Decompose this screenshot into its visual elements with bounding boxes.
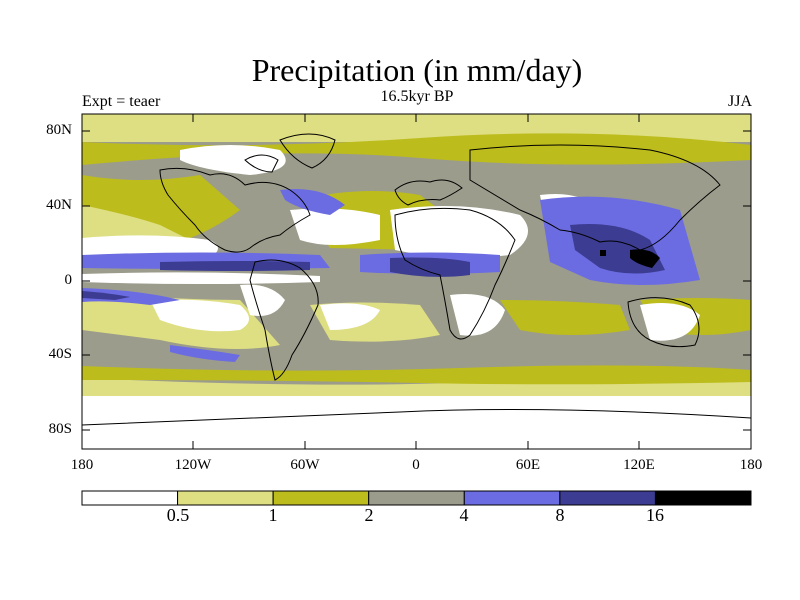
experiment-label: Expt = teaer — [82, 93, 161, 110]
colorbar-box-1 — [177, 490, 274, 506]
lon-label-0: 0 — [412, 457, 420, 473]
colorbar-box-5 — [559, 490, 656, 506]
dry-sepac — [150, 299, 249, 332]
spcz-blue — [82, 288, 180, 305]
lon-label-60w: 60W — [290, 457, 320, 473]
itcz-pacific-core — [160, 261, 310, 271]
dry-natl — [290, 208, 380, 245]
precip-field — [82, 114, 751, 449]
colorbar-label-8: 8 — [555, 505, 565, 525]
colorbar-label-0-5: 0.5 — [166, 505, 190, 525]
lat-ticks — [82, 130, 751, 431]
colorbar-box-2 — [272, 490, 370, 506]
storm-track-sp-blue — [170, 345, 240, 362]
dry-australia — [640, 302, 700, 341]
coast-africa — [394, 207, 516, 340]
colorbar-box-0 — [81, 490, 179, 506]
colorbar — [81, 490, 752, 506]
coast-south-america — [249, 259, 319, 381]
colorbar-label-2: 2 — [364, 505, 374, 525]
map-subtitle: 16.5kyr BP — [380, 88, 454, 105]
coast-antarctica — [82, 409, 751, 426]
colorbar-label-4: 4 — [459, 505, 469, 525]
colorbar-label-16: 16 — [646, 505, 664, 525]
lat-label-40n: 40N — [46, 197, 72, 213]
season-label: JJA — [727, 93, 752, 110]
band-arctic-olive — [82, 133, 751, 165]
dry-satl — [320, 303, 380, 330]
region-indian-olive — [500, 300, 630, 335]
coastlines — [82, 133, 751, 426]
colorbar-box-3 — [368, 490, 465, 506]
extreme-precip-cell-2 — [600, 250, 606, 256]
lon-label-120e: 120E — [623, 457, 655, 473]
coast-north-america — [159, 167, 311, 253]
gulfstream-blue — [280, 189, 345, 215]
colorbar-label-1: 1 — [268, 505, 278, 525]
lat-label-eq: 0 — [64, 272, 73, 288]
spcz-core — [82, 291, 130, 300]
lat-label-40s: 40S — [48, 346, 72, 362]
dry-southern-africa — [450, 294, 505, 336]
lon-label-120w: 120W — [174, 457, 212, 473]
lat-label-80s: 80S — [48, 421, 72, 437]
dry-canada — [180, 145, 286, 175]
coast-europe — [394, 179, 463, 206]
dry-eq-pac-strip — [82, 272, 320, 284]
dry-sahara — [390, 206, 528, 258]
colorbar-box-4 — [463, 490, 561, 506]
lon-ticks — [192, 114, 640, 449]
coast-australia — [627, 297, 700, 348]
extreme-precip-cell — [630, 249, 660, 268]
band-antarctic-white — [82, 393, 751, 449]
itcz-atlantic-core — [390, 257, 470, 277]
coast-hudson-bay — [244, 154, 279, 173]
colorbar-box-6 — [654, 490, 752, 506]
lon-label-180e: 180 — [739, 457, 763, 473]
lon-label-180w: 180 — [70, 457, 94, 473]
band-antarctic-olive — [82, 365, 751, 385]
lat-label-80n: 80N — [46, 122, 72, 138]
coast-asia — [469, 144, 721, 251]
coast-greenland — [279, 133, 336, 169]
dry-andes — [240, 284, 285, 316]
lon-label-60e: 60E — [515, 457, 541, 473]
map-title: Precipitation (in mm/day) — [251, 52, 583, 88]
